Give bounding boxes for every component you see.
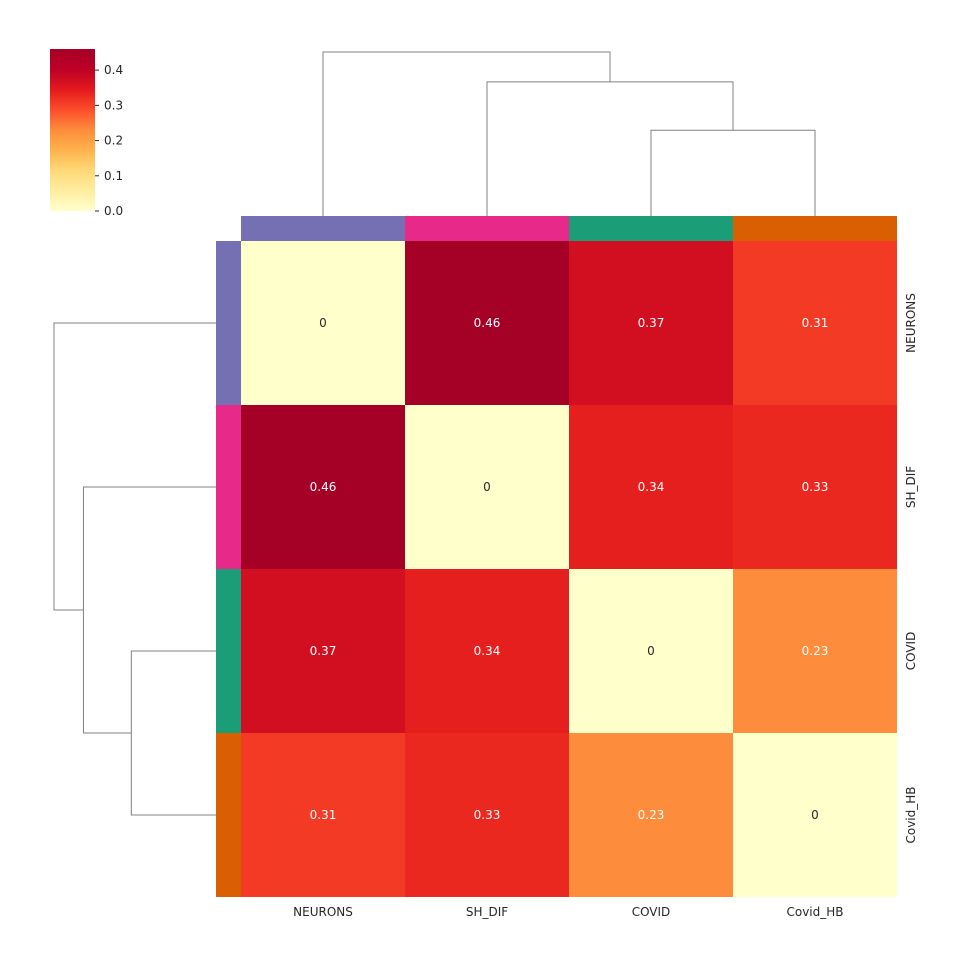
colorbar: 0.0 0.1 0.2 0.3 0.4 [50,49,123,218]
heatmap-cell [733,241,897,405]
cell-annotation: 0.37 [310,644,337,658]
cell-annotation: 0.23 [638,808,665,822]
row-color-bar [216,241,241,897]
dendrogram-link [82,486,216,734]
x-tick-label: SH_DIF [466,905,508,919]
dendrogram-link [486,81,734,216]
row-dendrogram [53,322,216,816]
cell-annotation: 0 [319,316,327,330]
cell-annotation: 0.34 [638,480,665,494]
cell-annotation: 0.31 [310,808,337,822]
heatmap-cell [241,241,405,405]
column-color-swatch [569,216,733,241]
dendrogram-link [130,650,216,816]
heatmap-cell [241,733,405,897]
y-tick-label: NEURONS [904,293,918,353]
cell-annotation: 0.46 [474,316,501,330]
colorbar-gradient [50,49,95,211]
row-color-swatch [216,241,241,405]
heatmap-cell [569,241,733,405]
cell-annotation: 0 [811,808,819,822]
heatmap-cell [241,569,405,733]
heatmap-cell [569,733,733,897]
row-color-swatch [216,569,241,733]
heatmap-cell [733,733,897,897]
x-tick-labels: NEURONS SH_DIF COVID Covid_HB [293,905,843,919]
heatmap-cell [405,569,569,733]
cell-annotation: 0.46 [310,480,337,494]
colorbar-tick-label: 0.4 [104,63,123,77]
heatmap-cell [405,241,569,405]
dendrogram-link [53,322,216,611]
cell-annotation: 0.23 [802,644,829,658]
y-tick-label: Covid_HB [904,786,918,843]
heatmap-cell [569,405,733,569]
y-tick-labels: NEURONS SH_DIF COVID Covid_HB [904,293,918,843]
cell-annotation: 0.37 [638,316,665,330]
heatmap-cell [405,405,569,569]
column-color-bar [241,216,897,241]
colorbar-tick-label: 0.1 [104,169,123,183]
x-tick-label: COVID [632,905,671,919]
heatmap-cell [733,569,897,733]
cell-annotation: 0.34 [474,644,501,658]
row-color-swatch [216,405,241,569]
heatmap-cell [733,405,897,569]
dendrogram-link [650,129,816,216]
y-tick-label: SH_DIF [904,466,918,508]
x-tick-label: Covid_HB [786,905,843,919]
row-color-swatch [216,733,241,897]
colorbar-tick-label: 0.3 [104,98,123,112]
heatmap-cell [569,569,733,733]
column-color-swatch [241,216,405,241]
cell-annotation: 0.33 [474,808,501,822]
cell-annotation: 0 [647,644,655,658]
cell-annotation: 0.33 [802,480,829,494]
colorbar-tick-label: 0.2 [104,134,123,148]
heatmap-cell [405,733,569,897]
cell-annotation: 0.31 [802,316,829,330]
heatmap-cell [241,405,405,569]
colorbar-tick-label: 0.0 [104,204,123,218]
column-color-swatch [405,216,569,241]
heatmap-cells: 0 0.46 0.37 0.31 0.46 0 0.34 0.33 0.37 0.34 0 0.23 0… [241,241,897,897]
dendrogram-link [322,51,611,216]
cell-annotation: 0 [483,480,491,494]
y-tick-label: COVID [904,632,918,671]
x-tick-label: NEURONS [293,905,353,919]
column-color-swatch [733,216,897,241]
column-dendrogram [322,51,816,216]
